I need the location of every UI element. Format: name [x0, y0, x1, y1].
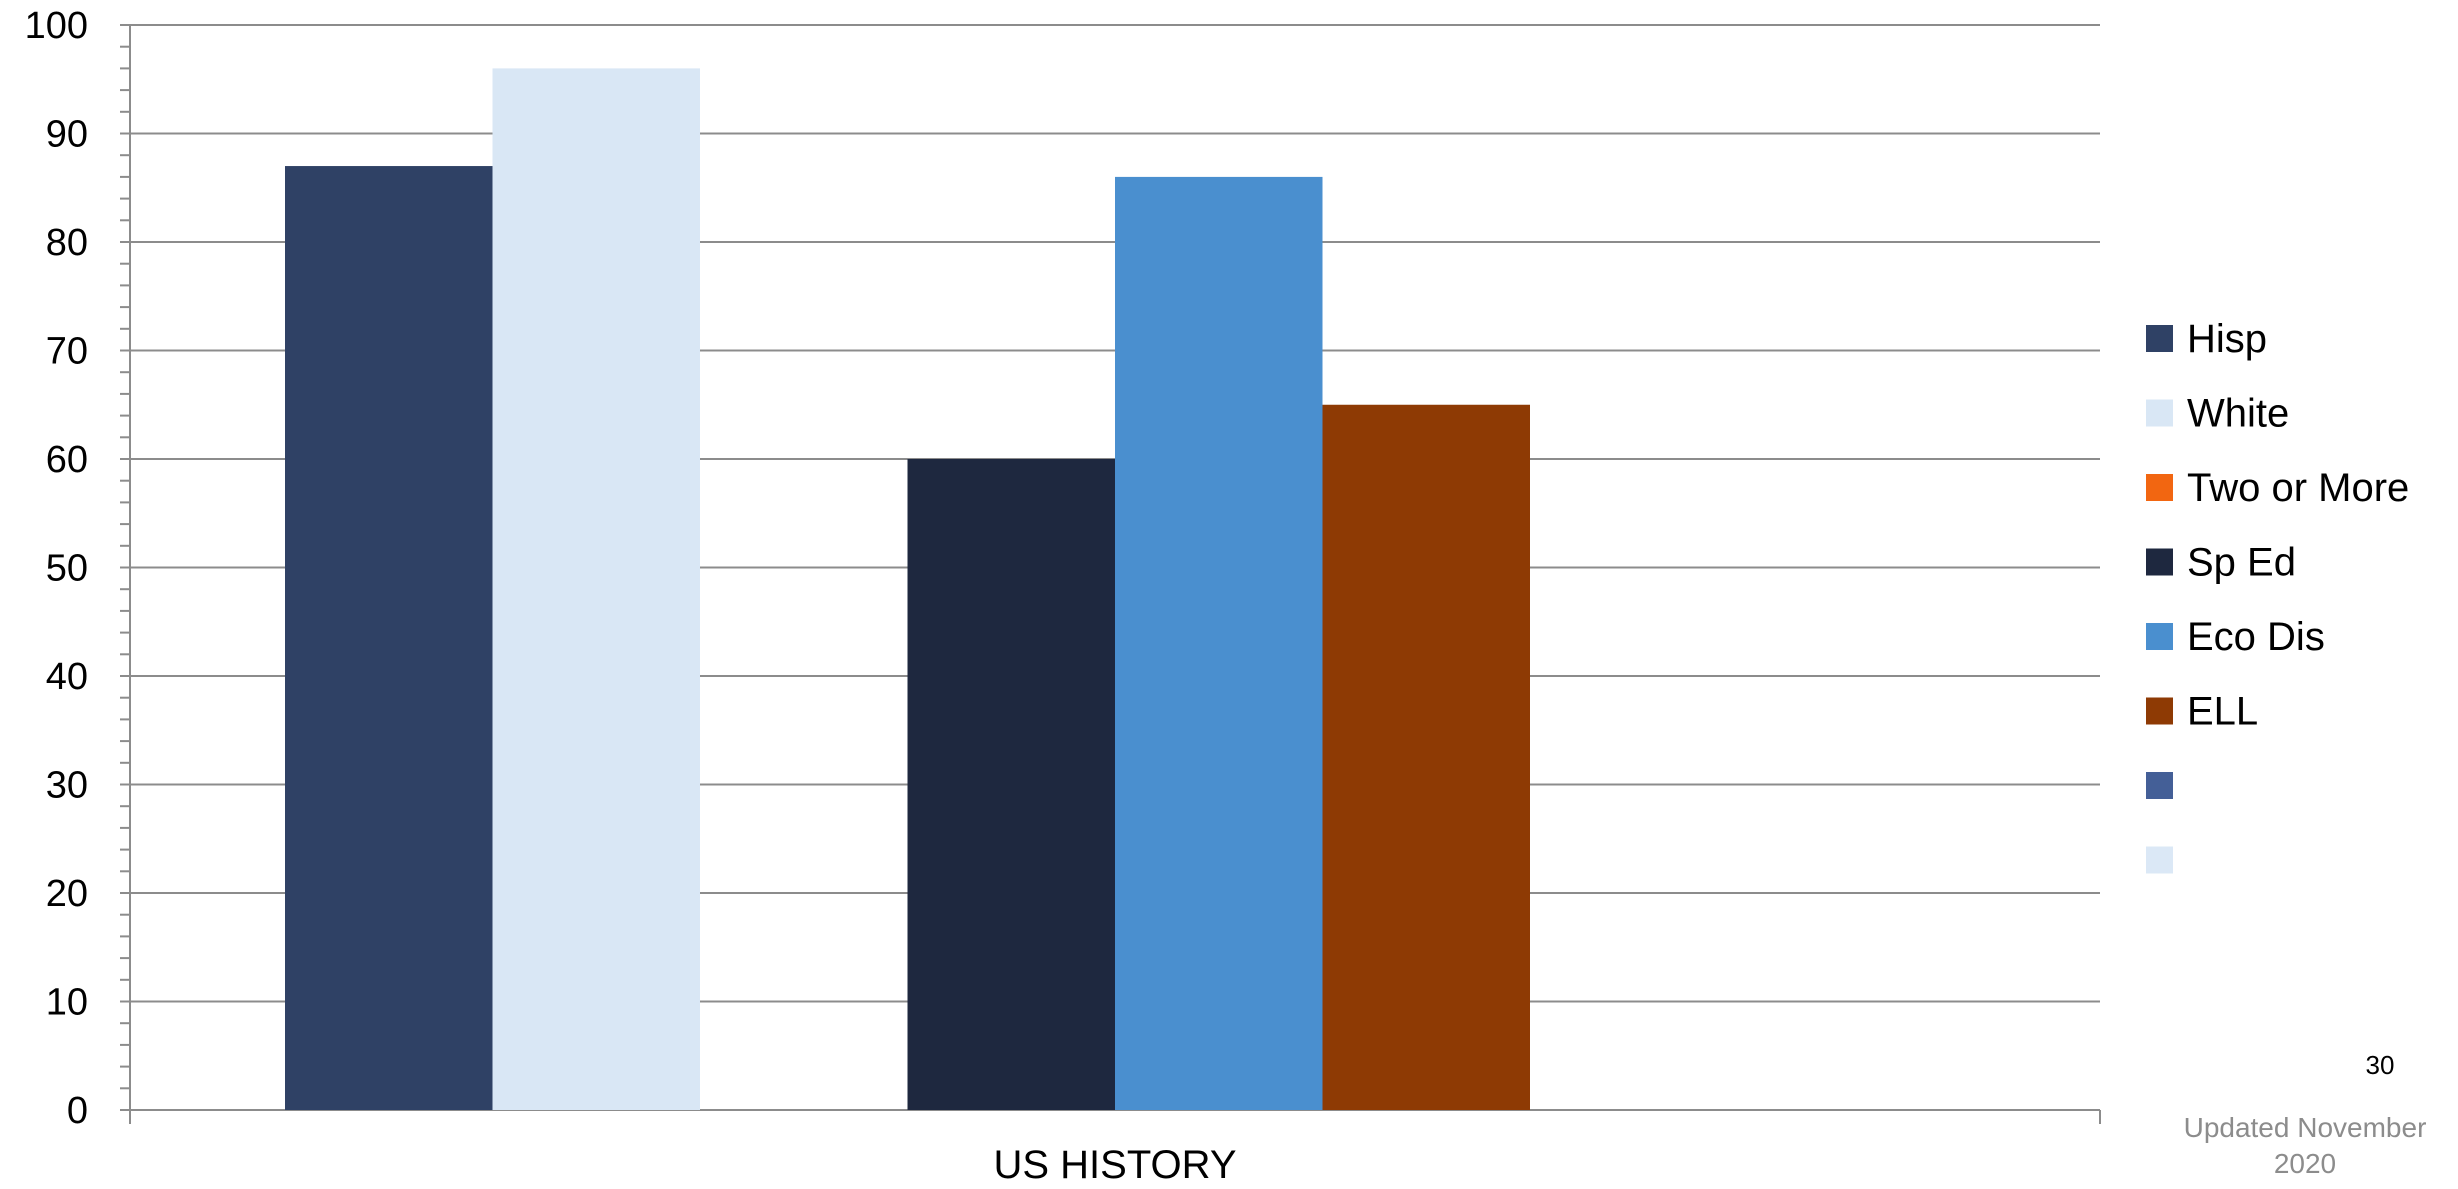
legend-swatch: [2146, 474, 2173, 501]
legend-swatch: [2146, 325, 2173, 352]
legend-swatch: [2146, 846, 2173, 874]
y-tick-label: 50: [46, 548, 88, 590]
y-tick-label: 0: [67, 1090, 88, 1132]
y-tick-label: 70: [46, 331, 88, 373]
bars: [285, 68, 1530, 1111]
bar-hisp: [285, 166, 493, 1111]
legend-label: White: [2187, 392, 2289, 436]
bar-sp-ed: [907, 459, 1115, 1110]
axis-labels: 0 10 20 30 40 50 60 70 80 90 100 US HISTORY: [25, 5, 1237, 1187]
y-tick-label: 20: [46, 873, 88, 915]
bar-eco-dis: [1115, 176, 1323, 1110]
y-tick-label: 10: [46, 982, 88, 1024]
category-label: US HISTORY: [993, 1143, 1236, 1187]
updated-note: Updated November 2020: [2183, 1112, 2427, 1179]
legend-label: Two or More: [2187, 466, 2409, 510]
legend-label: Hisp: [2187, 317, 2267, 361]
legend-label: ELL: [2187, 690, 2258, 734]
bar-white: [492, 68, 700, 1110]
legend: Hisp White Two or More Sp Ed Eco Dis ELL: [2146, 317, 2409, 874]
y-tick-label: 90: [46, 114, 88, 156]
y-tick-label: 40: [46, 656, 88, 698]
legend-swatch: [2146, 623, 2173, 650]
bar-ell: [1322, 404, 1530, 1110]
legend-swatch: [2146, 772, 2173, 799]
y-tick-label: 100: [25, 5, 88, 47]
legend-swatch: [2146, 399, 2173, 427]
y-tick-label: 30: [46, 765, 88, 807]
legend-label: Eco Dis: [2187, 615, 2325, 659]
y-tick-label: 60: [46, 439, 88, 481]
page-number: 30: [2365, 1050, 2395, 1080]
legend-swatch: [2146, 697, 2173, 725]
y-tick-label: 80: [46, 222, 88, 264]
legend-label: Sp Ed: [2187, 541, 2296, 585]
legend-swatch: [2146, 548, 2173, 576]
